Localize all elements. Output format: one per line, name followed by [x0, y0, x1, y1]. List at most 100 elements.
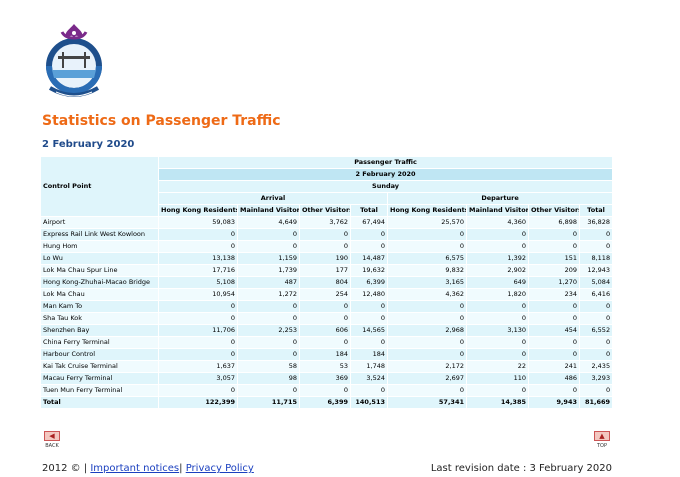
table-cell: 487 [237, 276, 300, 289]
table-cell: 649 [466, 276, 529, 289]
table-cell: 804 [299, 276, 351, 289]
table-cell: 0 [387, 384, 467, 397]
table-cell: 454 [528, 324, 580, 337]
table-cell: 606 [299, 324, 351, 337]
table-cell: 0 [350, 300, 388, 313]
control-point-name: China Ferry Terminal [40, 336, 159, 349]
table-cell: 0 [466, 336, 529, 349]
table-cell: 0 [299, 240, 351, 253]
privacy-policy-link[interactable]: Privacy Policy [185, 463, 254, 474]
back-label: BACK [45, 443, 59, 449]
table-cell: 234 [528, 288, 580, 301]
table-cell: 10,954 [158, 288, 238, 301]
top-button[interactable]: ▲ TOP [592, 431, 612, 449]
table-cell: 0 [158, 348, 238, 361]
table-day: Sunday [157, 180, 614, 193]
control-point-name: Man Kam To [40, 300, 159, 313]
table-cell: 9,832 [387, 264, 467, 277]
table-cell: 98 [237, 372, 300, 385]
table-cell: 0 [466, 240, 529, 253]
table-cell: 11,706 [158, 324, 238, 337]
control-point-name: Lok Ma Chau [40, 288, 159, 301]
table-cell: 0 [466, 228, 529, 241]
table-row: Lok Ma Chau Spur Line 17,716 1,739 177 19,63… [40, 264, 614, 277]
table-cell: 3,293 [578, 372, 614, 385]
table-cell: 4,362 [387, 288, 467, 301]
table-cell: 25,570 [387, 216, 467, 229]
table-cell: 3,165 [387, 276, 467, 289]
table-cell: 3,524 [350, 372, 388, 385]
control-point-name: Express Rail Link West Kowloon [40, 228, 159, 241]
control-point-name: Lok Ma Chau Spur Line [40, 264, 159, 277]
table-cell: 5,108 [158, 276, 238, 289]
table-row: Airport 59,083 4,649 3,762 67,494 25,570 4,360… [40, 216, 614, 229]
table-cell: 0 [350, 312, 388, 325]
table-cell: 2,968 [387, 324, 467, 337]
table-cell: 1,748 [350, 360, 388, 373]
table-cell: 0 [466, 384, 529, 397]
table-cell: 0 [237, 312, 300, 325]
back-arrow-icon: ◀ [44, 431, 60, 441]
important-notices-link[interactable]: Important notices [90, 463, 180, 474]
table-cell: 6,575 [387, 252, 467, 265]
table-cell: 190 [299, 252, 351, 265]
column-header: Total [350, 204, 388, 217]
table-cell: 12,480 [350, 288, 388, 301]
table-cell: 12,943 [578, 264, 614, 277]
table-cell: 6,399 [299, 396, 351, 409]
table-cell: 3,130 [466, 324, 529, 337]
table-cell: 81,669 [578, 396, 614, 409]
table-cell: 1,159 [237, 252, 300, 265]
table-cell: 0 [387, 300, 467, 313]
table-cell: 11,715 [237, 396, 300, 409]
table-cell: 22 [466, 360, 529, 373]
table-cell: 0 [350, 228, 388, 241]
table-row: Express Rail Link West Kowloon 0 0 0 0 0 0 0 0 [40, 228, 614, 241]
table-cell: 184 [299, 348, 351, 361]
table-cell: 0 [350, 384, 388, 397]
table-cell: 0 [158, 384, 238, 397]
table-cell: 0 [578, 312, 614, 325]
table-cell: 0 [578, 228, 614, 241]
table-cell: 0 [350, 240, 388, 253]
control-point-name: Hung Hom [40, 240, 159, 253]
table-cell: 184 [350, 348, 388, 361]
table-cell: 17,716 [158, 264, 238, 277]
table-cell: 0 [578, 300, 614, 313]
table-cell: 1,739 [237, 264, 300, 277]
immigration-department-logo [46, 24, 102, 97]
table-cell: 53 [299, 360, 351, 373]
table-cell: 0 [578, 384, 614, 397]
table-cell: 254 [299, 288, 351, 301]
up-arrow-icon: ▲ [594, 431, 610, 441]
table-cell: 0 [528, 348, 580, 361]
table-cell: 486 [528, 372, 580, 385]
table-cell: 59,083 [158, 216, 238, 229]
table-cell: 1,820 [466, 288, 529, 301]
top-label: TOP [596, 443, 607, 449]
last-revision-date: Last revision date : 3 February 2020 [430, 463, 612, 474]
table-cell: 151 [528, 252, 580, 265]
control-point-header: Control Point [40, 156, 159, 217]
table-cell: 0 [528, 384, 580, 397]
control-point-name: Lo Wu [40, 252, 159, 265]
table-cell: 58 [237, 360, 300, 373]
table-cell: 0 [387, 312, 467, 325]
table-cell: 0 [350, 336, 388, 349]
table-cell: 0 [578, 348, 614, 361]
table-row: Lo Wu 13,138 1,159 190 14,487 6,575 1,392 151 8,… [40, 252, 614, 265]
table-cell: 14,385 [466, 396, 529, 409]
table-cell: 0 [528, 228, 580, 241]
table-row: Kai Tak Cruise Terminal 1,637 58 53 1,748 2,1… [40, 360, 614, 373]
table-cell: 1,270 [528, 276, 580, 289]
table-row: Tuen Mun Ferry Terminal 0 0 0 0 0 0 0 0 [40, 384, 614, 397]
table-cell: 0 [466, 312, 529, 325]
page-date: 2 February 2020 [42, 139, 135, 150]
control-point-name: Kai Tak Cruise Terminal [40, 360, 159, 373]
back-button[interactable]: ◀ BACK [42, 431, 62, 449]
table-row: Macau Ferry Terminal 3,057 98 369 3,524 2,697… [40, 372, 614, 385]
table-cell: 0 [466, 348, 529, 361]
table-cell: 0 [578, 240, 614, 253]
table-cell: 0 [528, 300, 580, 313]
table-cell: 0 [158, 240, 238, 253]
